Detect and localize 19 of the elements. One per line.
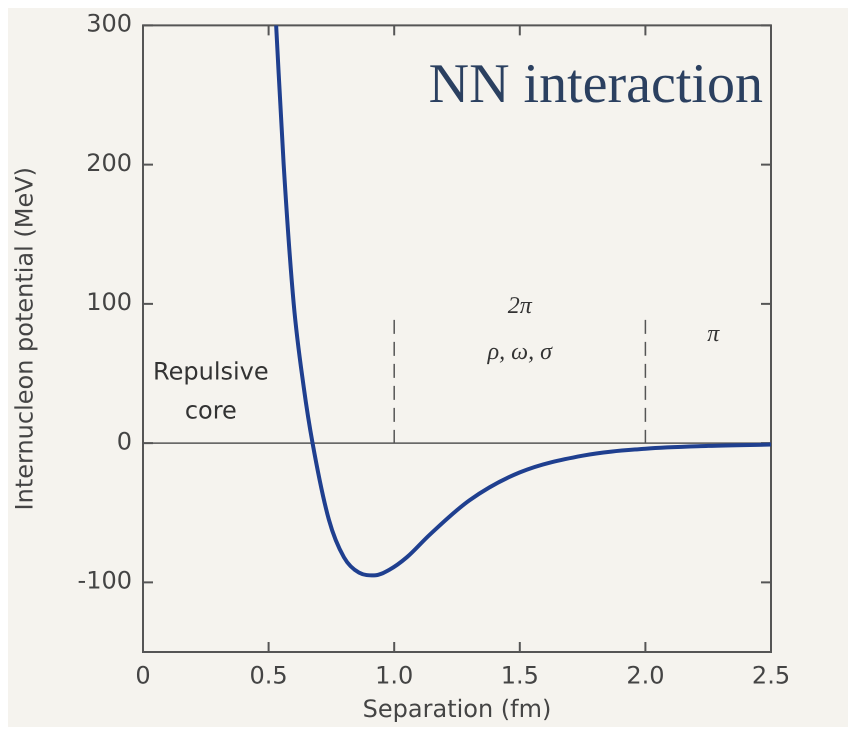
x-tick-label: 2.0	[626, 662, 664, 690]
annotation: 2π	[508, 292, 533, 319]
annotation: Repulsive	[153, 358, 269, 386]
y-tick-label: 300	[86, 10, 132, 38]
x-axis-title: Separation (fm)	[362, 694, 552, 723]
annotation: ρ, ω, σ	[486, 338, 554, 365]
x-tick-label: 2.5	[752, 662, 790, 690]
y-tick-label: 0	[116, 427, 132, 456]
annotation: π	[707, 320, 720, 347]
annotation: core	[184, 396, 237, 425]
text: NN interaction	[428, 53, 763, 116]
x-tick-label: 0	[135, 662, 151, 690]
y-tick-label: 200	[86, 148, 132, 177]
y-tick-label: -100	[78, 566, 132, 595]
x-tick-label: 0.5	[250, 662, 288, 690]
x-tick-label: 1.5	[500, 662, 539, 690]
x-tick-label: 1.0	[375, 662, 414, 690]
y-axis-title: Internucleon potential (MeV)	[10, 166, 39, 510]
y-tick-label: 100	[86, 288, 132, 316]
